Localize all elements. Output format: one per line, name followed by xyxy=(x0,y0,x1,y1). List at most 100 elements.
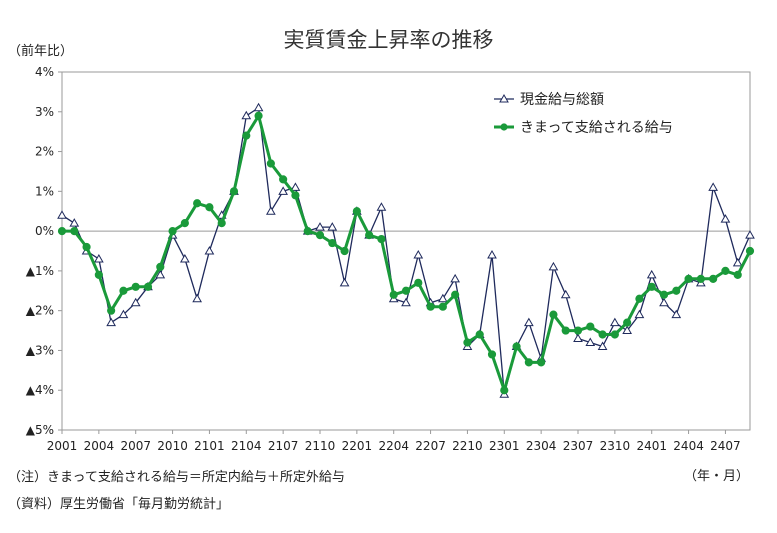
data-point-total-cash xyxy=(659,297,669,307)
legend-label-regular-pay: きまって支給される給与 xyxy=(520,120,673,136)
data-point-total-cash xyxy=(720,214,731,223)
data-point-regular-pay xyxy=(377,234,386,244)
data-point-total-cash xyxy=(646,269,657,279)
y-tick-label: ▲3% xyxy=(26,343,54,357)
data-point-regular-pay xyxy=(315,230,325,240)
data-point-total-cash xyxy=(671,309,682,319)
data-point-total-cash xyxy=(278,186,289,195)
data-point-regular-pay xyxy=(610,330,619,339)
x-tick-label: 2101 xyxy=(194,439,225,453)
data-point-regular-pay xyxy=(254,111,263,120)
data-point-total-cash xyxy=(192,293,203,303)
data-point-total-cash xyxy=(315,222,325,231)
data-point-regular-pay xyxy=(537,358,546,367)
data-point-total-cash xyxy=(57,210,67,219)
data-point-regular-pay xyxy=(365,230,374,240)
x-axis-unit-label: （年・月） xyxy=(683,469,749,484)
chart-title: 実質賃金上昇率の推移 xyxy=(283,28,494,52)
data-point-total-cash xyxy=(265,206,276,215)
data-point-total-cash xyxy=(413,249,424,259)
x-tick-label: 2204 xyxy=(378,439,409,453)
data-point-regular-pay xyxy=(70,227,79,236)
data-point-regular-pay xyxy=(119,286,128,295)
data-point-regular-pay xyxy=(659,290,669,299)
x-tick-label: 2201 xyxy=(342,439,373,453)
y-tick-label: 2% xyxy=(35,145,54,159)
data-point-regular-pay xyxy=(57,227,67,236)
data-point-total-cash xyxy=(204,245,215,255)
data-point-total-cash xyxy=(585,337,596,346)
data-point-regular-pay xyxy=(143,282,153,291)
data-point-regular-pay xyxy=(463,338,472,347)
data-point-regular-pay xyxy=(340,246,349,256)
data-point-regular-pay xyxy=(745,246,755,256)
data-point-regular-pay xyxy=(438,302,447,311)
data-point-regular-pay xyxy=(205,203,214,212)
footnote-source: （資料）厚生労働省「毎月勤労統計」 xyxy=(8,497,230,512)
data-point-regular-pay xyxy=(696,274,705,283)
y-tick-label: 3% xyxy=(35,105,54,119)
data-point-regular-pay xyxy=(684,274,693,283)
legend-label-total-cash: 現金給与総額 xyxy=(520,92,604,108)
x-tick-label: 2007 xyxy=(120,439,151,453)
data-point-regular-pay xyxy=(709,274,718,283)
x-tick-label: 2210 xyxy=(452,439,483,453)
data-point-regular-pay xyxy=(389,290,398,299)
y-tick-label: ▲5% xyxy=(26,423,54,437)
data-point-regular-pay xyxy=(733,270,742,279)
data-point-total-cash xyxy=(253,102,264,112)
x-tick-label: 2010 xyxy=(157,439,188,453)
y-tick-label: ▲4% xyxy=(26,383,54,397)
data-point-regular-pay xyxy=(549,310,558,319)
data-point-total-cash xyxy=(597,341,608,350)
data-point-regular-pay xyxy=(672,286,681,295)
x-tick-label: 2310 xyxy=(600,439,631,453)
data-point-total-cash xyxy=(450,273,461,283)
data-point-total-cash xyxy=(401,297,411,307)
data-point-regular-pay xyxy=(573,326,583,335)
data-point-regular-pay xyxy=(721,266,730,275)
data-point-total-cash xyxy=(118,309,129,319)
data-point-total-cash xyxy=(437,293,448,303)
data-point-regular-pay xyxy=(266,159,275,168)
data-point-total-cash xyxy=(93,253,104,263)
data-point-regular-pay xyxy=(82,242,91,252)
data-point-total-cash xyxy=(69,218,80,227)
data-point-regular-pay xyxy=(94,270,103,279)
x-tick-label: 2107 xyxy=(268,439,299,453)
data-point-regular-pay xyxy=(635,294,644,303)
data-point-regular-pay xyxy=(647,282,656,291)
data-point-total-cash xyxy=(622,325,633,335)
x-tick-label: 2407 xyxy=(710,439,741,453)
data-point-total-cash xyxy=(155,269,166,279)
x-tick-label: 2001 xyxy=(47,439,78,453)
data-point-total-cash xyxy=(708,182,719,191)
data-point-regular-pay xyxy=(475,330,484,339)
series-line-regular-pay xyxy=(62,114,752,392)
data-point-regular-pay xyxy=(279,175,288,184)
data-point-regular-pay xyxy=(500,386,509,395)
data-point-regular-pay xyxy=(451,290,460,299)
y-tick-label: ▲2% xyxy=(26,304,54,318)
data-point-regular-pay xyxy=(524,358,533,367)
data-point-regular-pay xyxy=(180,219,189,228)
footnote-note: （注）きまって支給される給与＝所定内給与＋所定外給与 xyxy=(8,470,345,485)
y-tick-label: 0% xyxy=(35,224,54,238)
data-point-regular-pay xyxy=(414,278,423,287)
data-point-regular-pay xyxy=(586,322,595,331)
data-point-regular-pay xyxy=(131,282,140,291)
x-tick-label: 2004 xyxy=(84,439,115,453)
data-point-regular-pay xyxy=(328,238,337,248)
data-point-total-cash xyxy=(745,230,755,239)
data-point-total-cash xyxy=(179,253,190,263)
data-point-total-cash xyxy=(548,261,559,271)
x-tick-label: 2104 xyxy=(231,439,262,453)
data-point-regular-pay xyxy=(598,330,607,339)
x-tick-label: 2307 xyxy=(563,439,594,453)
data-point-regular-pay xyxy=(623,318,632,327)
data-point-regular-pay xyxy=(107,306,116,315)
data-point-regular-pay xyxy=(168,227,177,236)
x-tick-label: 2301 xyxy=(489,439,520,453)
